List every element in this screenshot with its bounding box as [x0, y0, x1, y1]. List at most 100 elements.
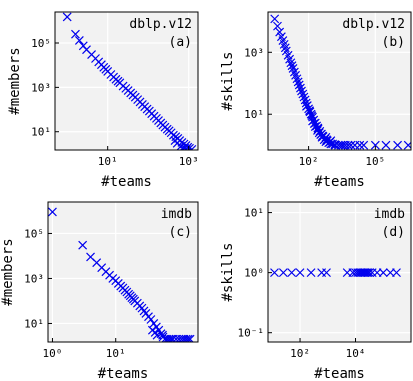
x-tick-label: 10¹ [98, 155, 118, 168]
chart-panel-a: 10¹ 10³ 10¹ 10³ 10⁵ #teams #members dblp.v12 (a) [7, 11, 199, 190]
data-point [381, 140, 391, 150]
chart-panel-c: 10⁰ 10¹ 10¹ 10³ 10⁵ #teams #members imdb (c) [0, 201, 199, 381]
data-point [74, 36, 84, 45]
axes-frame [267, 201, 412, 343]
panel-label: (c) [169, 225, 192, 240]
y-tick-label: 10⁵ [31, 37, 51, 50]
data-point [299, 92, 309, 102]
y-tick-label: 10⁰ [244, 267, 264, 280]
data-point [71, 29, 80, 39]
data-point [343, 140, 353, 150]
data-point [287, 268, 297, 278]
data-point [293, 77, 303, 87]
x-axis-label: #teams [314, 366, 365, 381]
data-point [150, 327, 160, 337]
data-point [346, 140, 356, 150]
data-point [298, 89, 308, 99]
x-tick-label: 10⁴ [346, 347, 366, 360]
data-point [302, 101, 311, 111]
x-axis-label: #teams [314, 174, 365, 190]
data-point [170, 136, 180, 145]
data-point [297, 86, 306, 96]
chart-panel-b: 10² 10⁵ 10¹ 10³ #teams #skills dblp.v12 (b) [220, 11, 412, 190]
axes-frame [47, 201, 199, 343]
data-point [146, 315, 156, 324]
data-point [48, 207, 57, 217]
data-point [370, 140, 380, 150]
data-series [62, 12, 197, 150]
data-point [355, 140, 365, 150]
y-axis-label: #members [0, 238, 16, 305]
x-axis-label: #teams [101, 174, 152, 190]
chart-panel-d: 10² 10⁴ 10⁻¹ 10⁰ 10¹ #teams #skills imdb (d) [220, 201, 412, 381]
y-tick-label: 10³ [24, 272, 44, 285]
data-point [301, 98, 311, 108]
data-point [326, 136, 336, 146]
data-point [392, 268, 401, 278]
data-point [292, 74, 302, 84]
x-tick-label: 10⁵ [365, 155, 385, 168]
data-point [378, 268, 388, 278]
data-point [306, 268, 316, 278]
chart-title: imdb [374, 207, 405, 222]
data-series [270, 14, 411, 150]
data-point [273, 21, 282, 31]
data-point [180, 143, 190, 150]
data-point [363, 268, 373, 278]
chart-title: dblp.v12 [342, 17, 405, 32]
x-tick-label: 10³ [179, 155, 199, 168]
data-point [309, 119, 319, 128]
axes-frame [267, 11, 412, 151]
data-point [275, 27, 285, 37]
y-axis-label: #skills [220, 242, 236, 301]
data-point [177, 143, 187, 150]
x-tick-label: 10² [299, 155, 319, 168]
panel-label: (b) [382, 35, 405, 50]
data-point [270, 14, 280, 24]
data-point [278, 268, 288, 278]
y-tick-label: 10¹ [244, 108, 264, 121]
plot-background [48, 202, 198, 342]
y-tick-label: 10³ [244, 46, 264, 59]
data-point [168, 130, 178, 140]
panel-label: (d) [382, 225, 405, 240]
x-axis-label: #teams [98, 366, 149, 381]
x-tick-label: 10¹ [106, 347, 126, 360]
data-point [296, 83, 305, 93]
y-tick-label: 10¹ [31, 126, 51, 139]
data-point [365, 268, 374, 278]
data-point [322, 268, 331, 278]
y-tick-label: 10³ [31, 81, 51, 94]
plot-background [268, 12, 411, 150]
axes-frame [54, 11, 199, 151]
data-point [289, 67, 299, 77]
data-point [62, 12, 72, 22]
data-point [78, 240, 88, 250]
y-tick-label: 10⁻¹ [238, 327, 265, 340]
panel-label: (a) [169, 35, 192, 50]
y-tick-label: 10¹ [244, 207, 264, 220]
chart-title: imdb [161, 207, 192, 222]
data-point [305, 106, 314, 116]
data-point [287, 61, 297, 71]
chart-title: dblp.v12 [129, 17, 192, 32]
y-axis-label: #members [7, 47, 23, 114]
y-tick-label: 10⁵ [24, 227, 44, 240]
x-tick-label: 10⁰ [43, 347, 63, 360]
data-point [270, 268, 279, 278]
x-tick-label: 10² [290, 347, 310, 360]
data-series [270, 268, 401, 278]
data-point [313, 123, 323, 133]
data-point [393, 140, 403, 150]
y-axis-label: #skills [220, 51, 236, 110]
data-point [286, 58, 296, 68]
data-point [321, 132, 331, 142]
plot-background [55, 12, 198, 150]
data-point [307, 111, 317, 121]
data-point [359, 140, 369, 150]
data-point [158, 330, 167, 340]
data-point [280, 43, 290, 53]
y-tick-label: 10¹ [24, 317, 44, 330]
data-point [294, 80, 304, 90]
